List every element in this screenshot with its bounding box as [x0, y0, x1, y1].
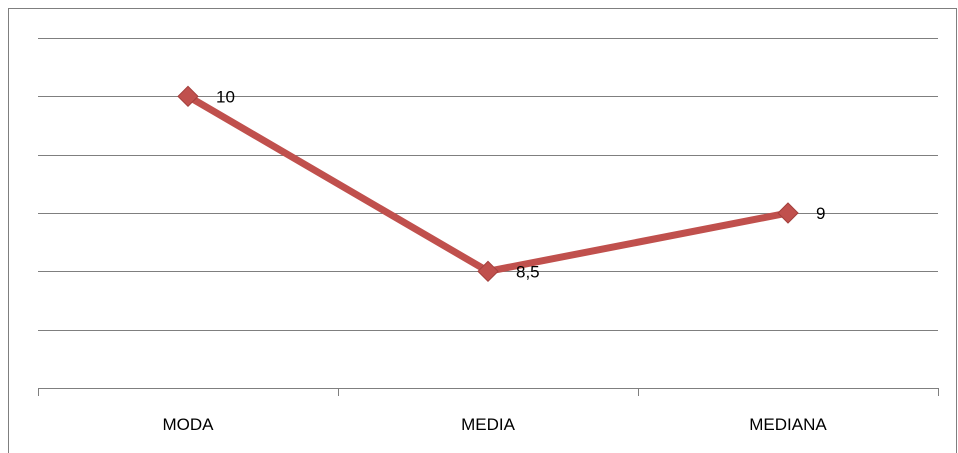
x-axis: MODA MEDIA MEDIANA	[38, 388, 939, 434]
x-tick-label: MEDIANA	[749, 415, 827, 434]
data-label: 8,5	[516, 262, 540, 281]
series-layer	[177, 85, 799, 283]
data-label: 9	[816, 204, 825, 223]
x-tick-label: MEDIA	[461, 415, 516, 434]
data-point-marker	[177, 85, 199, 108]
data-point-marker	[777, 202, 799, 224]
data-labels: 108,59	[216, 87, 825, 281]
x-tick-label: MODA	[163, 415, 215, 434]
data-label: 10	[216, 87, 235, 106]
data-point-marker	[477, 260, 499, 283]
chart-border	[8, 8, 957, 453]
